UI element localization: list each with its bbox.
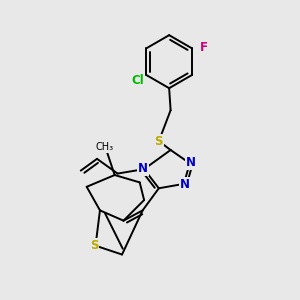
Text: N: N [138,162,148,175]
Text: F: F [200,41,208,54]
Text: S: S [90,239,98,252]
Text: N: N [186,156,196,169]
Text: S: S [154,135,163,148]
Text: CH₃: CH₃ [95,142,113,152]
Text: Cl: Cl [132,74,144,87]
Text: N: N [180,178,190,191]
